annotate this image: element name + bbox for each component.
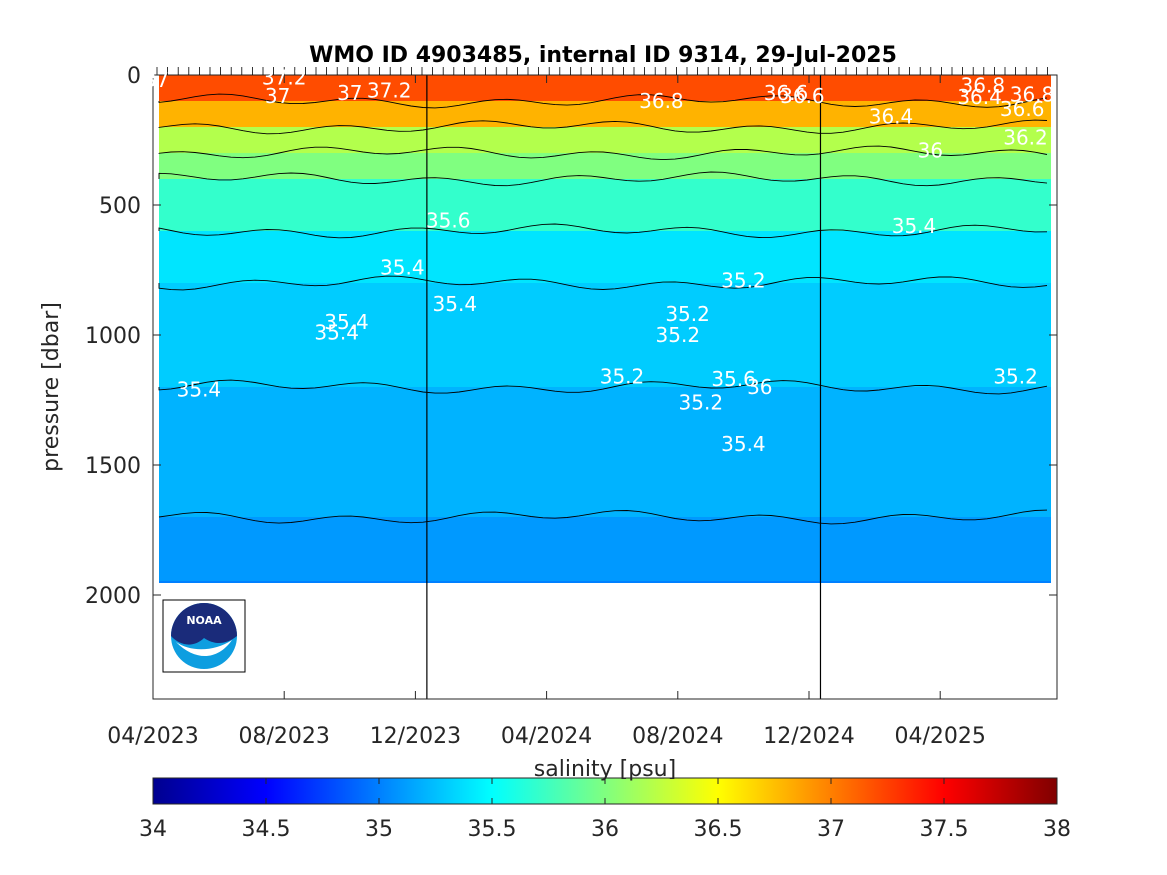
contour-label: 35.6 — [426, 209, 471, 233]
contour-label: 35.2 — [679, 391, 724, 415]
contour-label: 35.4 — [721, 432, 766, 456]
contour-line — [158, 223, 1048, 239]
y-tick-label: 1500 — [85, 454, 141, 479]
x-tick-label: 12/2024 — [763, 724, 854, 749]
contour-label: 36.4 — [869, 105, 914, 129]
contour-label: 37.2 — [367, 79, 412, 103]
contour-line — [158, 171, 1048, 187]
contour-label: 35.2 — [665, 302, 710, 326]
contour-label: 36 — [747, 375, 772, 399]
contour-line — [158, 93, 1048, 109]
contour-label: 35.4 — [177, 378, 222, 402]
x-tick-label: 04/2024 — [501, 724, 592, 749]
salinity-band — [159, 283, 1051, 387]
contour-label: 36.8 — [1010, 83, 1055, 107]
contour-label: 36.4 — [957, 85, 1002, 109]
contour-line — [158, 379, 1048, 395]
contour-label: 35.6 — [711, 367, 756, 391]
y-tick-label: 500 — [99, 194, 141, 219]
contour-label: 36 — [918, 138, 943, 162]
x-tick-label: 08/2024 — [632, 724, 723, 749]
colorbar-tick-label: 34 — [139, 817, 167, 842]
salinity-band — [159, 101, 1051, 127]
colorbar-tick-label: 35.5 — [468, 817, 517, 842]
salinity-band — [159, 581, 1051, 583]
contour-label: 37 — [144, 68, 169, 92]
contour-label: 35.4 — [380, 255, 425, 279]
salinity-band — [159, 517, 1051, 582]
profile-ticks — [156, 67, 1048, 75]
y-axis-label: pressure [dbar] — [39, 302, 64, 472]
contour-label: 35.2 — [993, 365, 1038, 389]
x-ticks: 04/2023 08/2023 12/2023 04/2024 08/2024 12/20… — [107, 75, 986, 749]
salinity-field — [159, 75, 1051, 583]
contour-label: 36.6 — [780, 84, 825, 108]
contour-label: 36.2 — [1003, 125, 1048, 149]
contour-line — [158, 509, 1048, 525]
salinity-band — [159, 231, 1051, 283]
colorbar-tick-label: 37.5 — [920, 817, 969, 842]
chart-title: WMO ID 4903485, internal ID 9314, 29-Jul… — [309, 43, 897, 68]
salinity-band — [159, 75, 1051, 101]
colorbar-tick-label: 34.5 — [242, 817, 291, 842]
x-tick-label: 04/2023 — [107, 724, 198, 749]
colorbar-tick-label: 36.5 — [694, 817, 743, 842]
colorbar-ticks: 34 34.5 35 35.5 36 36.5 37 37.5 38 — [139, 778, 1071, 842]
contour-label: 35.2 — [721, 268, 766, 292]
y-tick-label: 0 — [127, 64, 141, 89]
y-tick-label: 2000 — [85, 584, 141, 609]
salinity-band — [159, 179, 1051, 231]
colorbar-label: salinity [psu] — [534, 757, 676, 782]
contour-line — [158, 119, 1048, 135]
salinity-band — [159, 387, 1051, 517]
contour-line — [158, 145, 1048, 161]
noaa-logo: NOAA — [162, 599, 246, 673]
year-separators — [426, 75, 822, 699]
contour-label: 35.4 — [314, 320, 359, 344]
contour-label: 37 — [337, 81, 362, 105]
contour-label: 35.4 — [324, 310, 369, 334]
salinity-band — [159, 153, 1051, 179]
contour-lines — [158, 93, 1048, 525]
colorbar-tick-label: 35 — [365, 817, 393, 842]
contour-label: 37 — [265, 84, 290, 108]
contour-label: 35.2 — [656, 323, 701, 347]
axes-box — [152, 74, 1058, 700]
contour-label: 35.2 — [600, 365, 645, 389]
y-ticks: 0 500 1000 1500 2000 — [85, 64, 1057, 609]
contour-label: 36.6 — [764, 81, 809, 105]
contour-line — [158, 275, 1048, 291]
contour-label: 37.2 — [262, 66, 307, 90]
x-tick-label: 08/2023 — [238, 724, 329, 749]
colorbar-tick-label: 38 — [1043, 817, 1071, 842]
y-tick-label: 1000 — [85, 324, 141, 349]
contour-label: 36.6 — [1000, 97, 1045, 121]
colorbar-tick-label: 36 — [591, 817, 619, 842]
colorbar-tick-label: 37 — [817, 817, 845, 842]
contour-label: 35.4 — [892, 214, 937, 238]
svg-text:NOAA: NOAA — [186, 614, 222, 627]
x-tick-label: 12/2023 — [370, 724, 461, 749]
contour-labels: 37 37.237 37 37.2 36.8 36.636.6 36.836.4 36.836… — [144, 66, 1055, 457]
x-tick-label: 04/2025 — [894, 724, 985, 749]
contour-label: 36.8 — [639, 89, 684, 113]
contour-label: 36.8 — [961, 73, 1006, 97]
contour-label: 35.4 — [433, 292, 478, 316]
